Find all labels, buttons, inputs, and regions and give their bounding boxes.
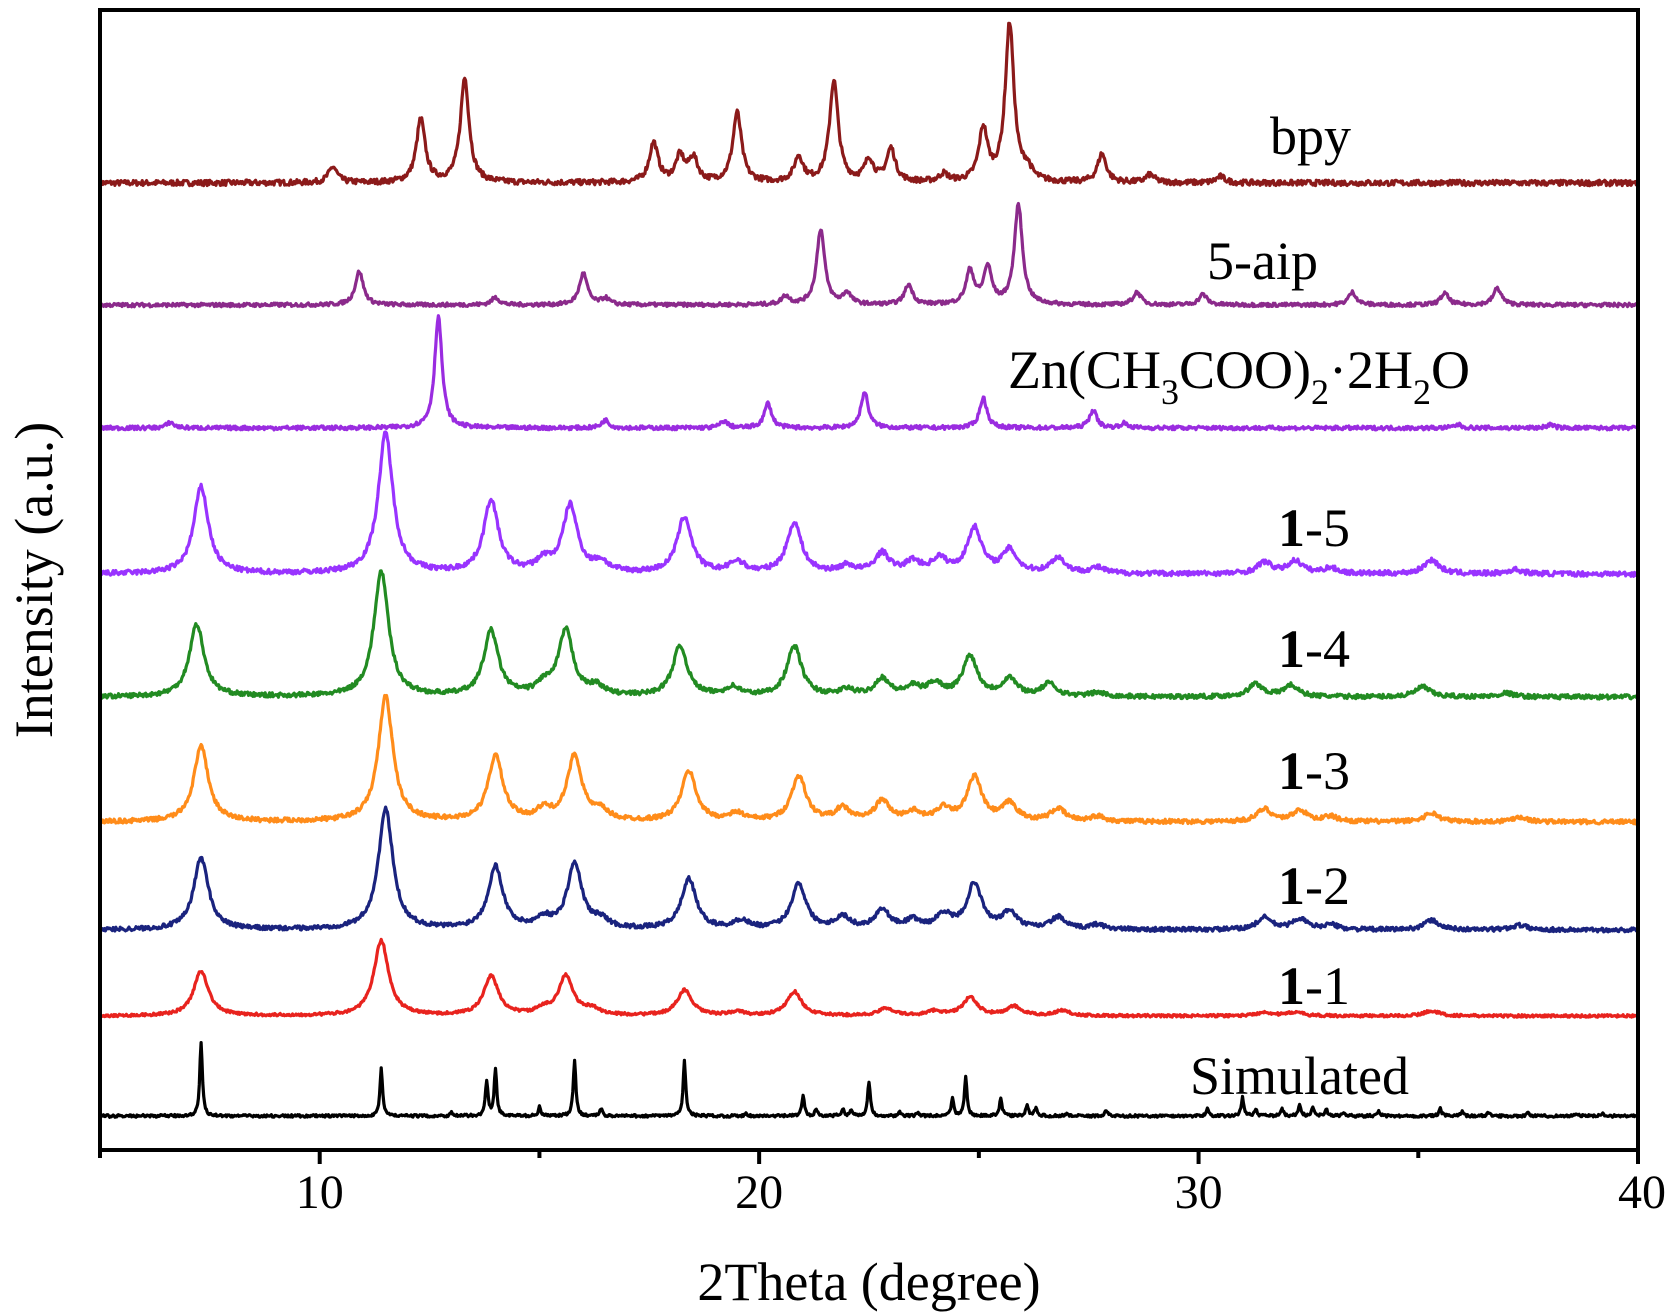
zn-sub-1: 3	[1161, 372, 1179, 412]
label-1-5-bold: 1	[1278, 498, 1305, 558]
label-1-2-rest: -2	[1305, 856, 1350, 916]
x-tick-label-20: 20	[735, 1166, 783, 1219]
series-line-1-5	[98, 430, 1640, 578]
label-1-3-bold: 1	[1278, 741, 1305, 801]
zn-part-d: O	[1431, 340, 1470, 400]
label-1-3: 1-3	[1278, 741, 1350, 801]
series-line-1-4	[98, 569, 1640, 701]
label-1-5: 1-5	[1278, 498, 1350, 558]
tick-layer: 10 20 30 40	[98, 1150, 1666, 1219]
label-bpy: bpy	[1270, 106, 1351, 166]
series-line-1-2	[98, 805, 1640, 934]
series-line-bpy	[98, 21, 1640, 188]
label-1-5-rest: -5	[1305, 498, 1350, 558]
y-axis-title: Intensity (a.u.)	[4, 422, 64, 738]
zn-part-a: Zn(CH	[1008, 340, 1161, 400]
x-tick-label-10: 10	[296, 1166, 344, 1219]
label-1-2: 1-2	[1278, 856, 1350, 916]
label-simulated: Simulated	[1190, 1046, 1409, 1106]
label-1-4-bold: 1	[1278, 619, 1305, 679]
series-line-1-1	[98, 937, 1640, 1019]
label-1-1: 1-1	[1278, 956, 1350, 1016]
series-line-zn-ch3coo-2-2h2o	[98, 314, 1640, 432]
series-line-5-aip	[98, 201, 1640, 309]
series-line-simulated	[98, 1040, 1640, 1119]
x-tick-label-30: 30	[1175, 1166, 1223, 1219]
x-tick-label-40: 40	[1618, 1166, 1666, 1219]
series-line-1-3	[98, 693, 1640, 826]
label-5-aip: 5-aip	[1207, 231, 1318, 291]
label-1-1-bold: 1	[1278, 956, 1305, 1016]
label-zn-acetate: Zn(CH3COO)2·2H2O	[1008, 340, 1470, 412]
series-layer	[98, 21, 1640, 1119]
zn-sub-2: 2	[1311, 372, 1329, 412]
label-1-1-rest: -1	[1305, 956, 1350, 1016]
label-1-4: 1-4	[1278, 619, 1350, 679]
label-1-3-rest: -3	[1305, 741, 1350, 801]
zn-part-c: ·2H	[1329, 340, 1413, 400]
plot-frame	[98, 8, 1640, 1152]
zn-sub-3: 2	[1413, 372, 1431, 412]
x-axis-title: 2Theta (degree)	[697, 1252, 1040, 1312]
zn-part-b: COO)	[1179, 340, 1311, 400]
label-1-4-rest: -4	[1305, 619, 1350, 679]
label-1-2-bold: 1	[1278, 856, 1305, 916]
